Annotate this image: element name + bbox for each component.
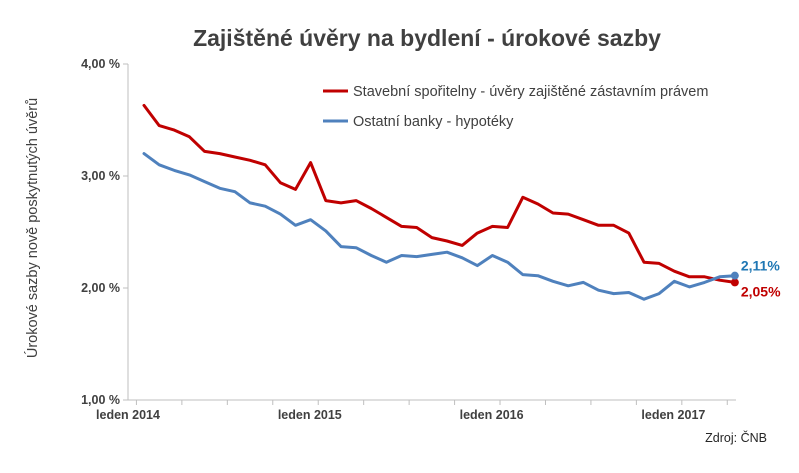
y-axis-label: Úrokové sazby nově poskytnutých úvěrů bbox=[24, 98, 41, 358]
x-tick-label: leden 2017 bbox=[641, 408, 705, 422]
x-tick-label: leden 2015 bbox=[278, 408, 342, 422]
series-layer bbox=[142, 103, 739, 301]
x-tick-label: leden 2014 bbox=[96, 408, 160, 422]
end-value-label-1: 2,11% bbox=[741, 258, 780, 274]
end-value-label-0: 2,05% bbox=[741, 283, 781, 299]
series-line-1 bbox=[142, 152, 737, 301]
legend-label-0: Stavební spořitelny - úvěry zajištěné zá… bbox=[353, 84, 708, 100]
y-tick-label: 4,00 % bbox=[81, 57, 120, 71]
x-tick-label: leden 2016 bbox=[460, 408, 524, 422]
series-end-marker-0 bbox=[730, 278, 739, 287]
series-line-0 bbox=[142, 103, 737, 284]
y-tick-label: 2,00 % bbox=[81, 281, 120, 295]
end-labels: 2,05% 2,11% bbox=[741, 258, 781, 300]
chart-title: Zajištěné úvěry na bydlení - úrokové saz… bbox=[193, 25, 661, 51]
series-end-marker-1 bbox=[730, 271, 739, 280]
legend: Stavební spořitelny - úvěry zajištěné zá… bbox=[323, 84, 708, 130]
legend-label-1: Ostatní banky - hypotéky bbox=[353, 114, 514, 130]
y-tick-label: 1,00 % bbox=[81, 393, 120, 407]
y-tick-label: 3,00 % bbox=[81, 169, 120, 183]
source-note: Zdroj: ČNB bbox=[705, 430, 767, 445]
axes: 1,00 % 2,00 % 3,00 % 4,00 % leden 2014 leden … bbox=[81, 57, 736, 422]
